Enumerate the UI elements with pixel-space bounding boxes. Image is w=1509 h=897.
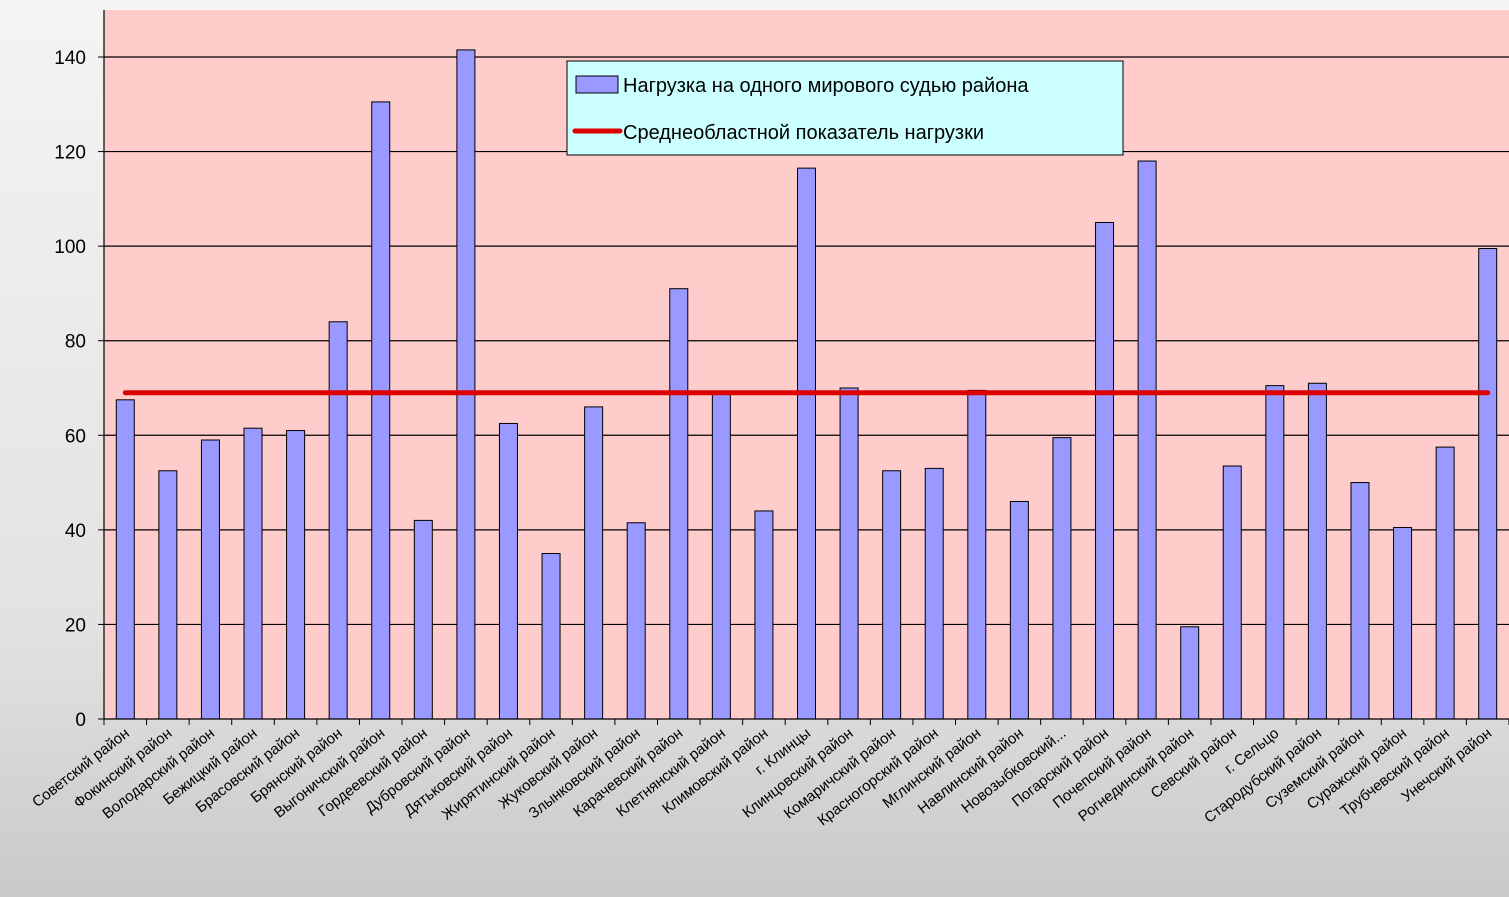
bar [1052, 437, 1072, 720]
bar [1350, 482, 1370, 720]
y-tick-label: 20 [65, 615, 86, 636]
y-tick-label: 100 [54, 237, 86, 258]
bar [200, 439, 220, 720]
bar [797, 167, 816, 720]
bar [1393, 526, 1413, 720]
bar [328, 321, 348, 720]
bar [1180, 626, 1200, 720]
legend-box [566, 60, 1124, 156]
y-tick-label: 40 [65, 521, 86, 542]
bar [1222, 465, 1242, 720]
bar [1265, 385, 1285, 720]
bar [754, 510, 774, 720]
legend-bar-label: Нагрузка на одного мирового судью района [623, 75, 1029, 97]
bar [626, 522, 646, 720]
y-tick-label: 0 [75, 710, 86, 731]
legend-bar-swatch [575, 75, 619, 94]
bar [413, 519, 433, 720]
bar [115, 399, 135, 720]
bar [541, 553, 561, 720]
bar [498, 422, 518, 720]
bar [711, 392, 731, 720]
bar [158, 470, 178, 720]
bar [243, 427, 263, 720]
bar [371, 101, 391, 720]
bar [1478, 248, 1498, 720]
y-tick-label: 60 [65, 426, 86, 447]
bar [1137, 160, 1157, 720]
bar [882, 470, 902, 720]
bar [967, 389, 987, 720]
bar [839, 387, 859, 720]
bar [286, 430, 306, 720]
bar [669, 288, 689, 720]
bar [1095, 222, 1115, 720]
bar [584, 406, 604, 720]
bar [1435, 446, 1455, 720]
y-tick-labels: 0 20 40 60 80 100 120 140 [54, 48, 86, 731]
bar [924, 467, 944, 720]
bar [1009, 500, 1029, 720]
axes [98, 10, 1509, 725]
bars [115, 49, 1498, 720]
legend: Нагрузка на одного мирового судью района… [566, 60, 1124, 156]
bar [1307, 382, 1327, 720]
y-tick-label: 140 [54, 48, 86, 69]
y-tick-label: 120 [54, 143, 86, 164]
y-tick-label: 80 [65, 332, 86, 353]
bar [456, 49, 476, 720]
legend-line-label: Среднеобластной показатель нагрузки [623, 122, 984, 144]
